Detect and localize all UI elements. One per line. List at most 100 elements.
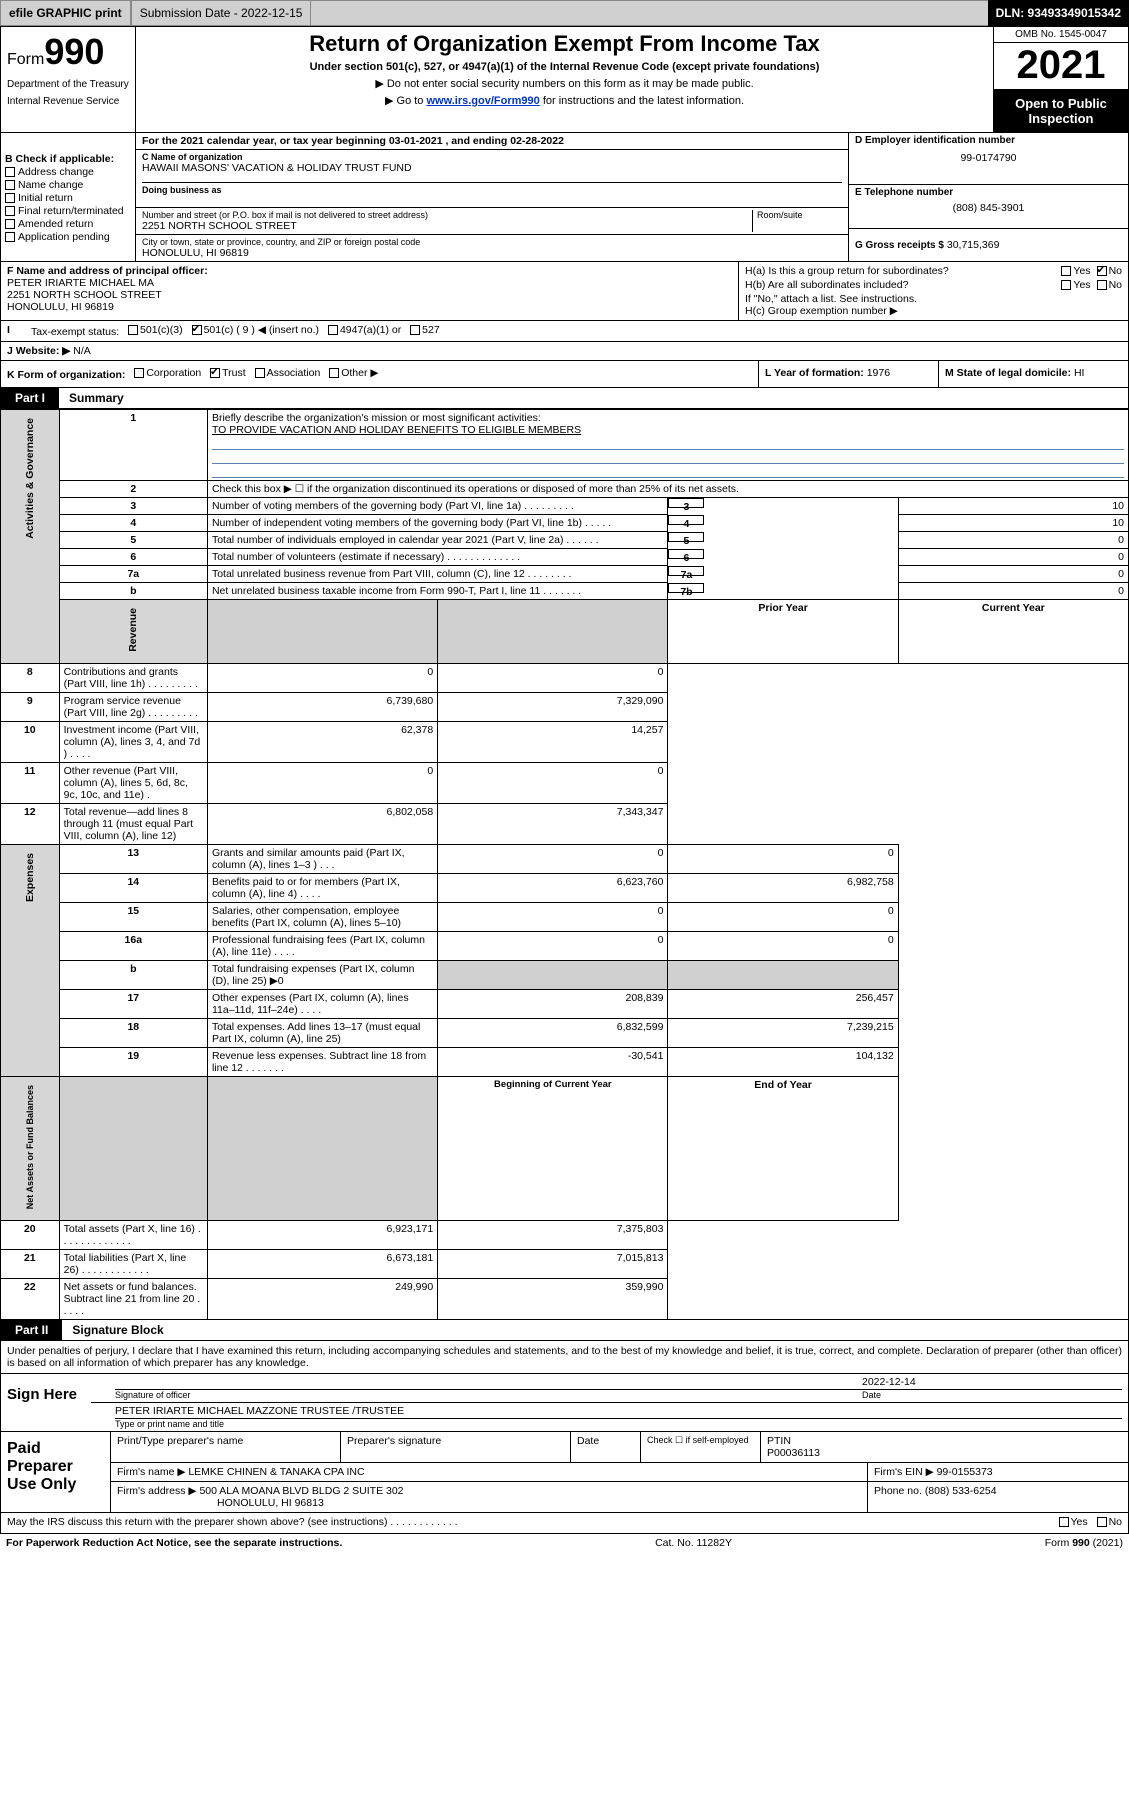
topbar-spacer — [311, 0, 987, 26]
pp-firm-lbl: Firm's name ▶ — [117, 1466, 185, 1478]
dba-lbl: Doing business as — [142, 182, 842, 195]
pp-h4: Check ☐ if self-employed — [641, 1432, 761, 1462]
pp-ein: 99-0155373 — [937, 1466, 993, 1478]
efile-print-button[interactable]: efile GRAPHIC print — [0, 0, 131, 26]
pp-phone-lbl: Phone no. — [874, 1485, 922, 1497]
gov-row: 5Total number of individuals employed in… — [1, 532, 1129, 549]
k-other[interactable]: Other ▶ — [329, 367, 378, 379]
pp-addr1: 500 ALA MOANA BLVD BLDG 2 SUITE 302 — [199, 1485, 403, 1497]
f-lbl: F Name and address of principal officer: — [7, 265, 208, 277]
pp-h2: Preparer's signature — [347, 1435, 564, 1447]
dln-label: DLN: 93493349015342 — [988, 0, 1129, 26]
section-f-h: F Name and address of principal officer:… — [0, 262, 1129, 321]
exp-row: 19Revenue less expenses. Subtract line 1… — [1, 1047, 1129, 1076]
rev-row: 11Other revenue (Part VIII, column (A), … — [1, 762, 1129, 803]
exp-row: 14Benefits paid to or for members (Part … — [1, 873, 1129, 902]
chk-name-change[interactable]: Name change — [5, 179, 131, 191]
room-lbl: Room/suite — [757, 210, 842, 220]
b-label: B Check if applicable: — [5, 153, 131, 165]
sig-date-lbl: Date — [862, 1390, 1122, 1400]
gov-row: bNet unrelated business taxable income f… — [1, 583, 1129, 600]
chk-final-return-lbl: Final return/terminated — [18, 205, 124, 217]
col-b-checks: B Check if applicable: Address change Na… — [1, 133, 136, 261]
rev-row: 8Contributions and grants (Part VIII, li… — [1, 663, 1129, 692]
form-subtitle: Under section 501(c), 527, or 4947(a)(1)… — [142, 61, 987, 73]
omb-number: OMB No. 1545-0047 — [994, 27, 1128, 43]
org-name: HAWAII MASONS' VACATION & HOLIDAY TRUST … — [142, 162, 842, 174]
sig-officer-lbl: Signature of officer — [115, 1390, 862, 1400]
k-assoc[interactable]: Association — [255, 367, 321, 379]
h-block: H(a) Is this a group return for subordin… — [738, 262, 1128, 320]
addr-lbl: Number and street (or P.O. box if mail i… — [142, 210, 752, 220]
chk-address-change[interactable]: Address change — [5, 166, 131, 178]
name-title-val: PETER IRIARTE MICHAEL MAZZONE TRUSTEE /T… — [115, 1405, 1122, 1419]
pp-addr2: HONOLULU, HI 96813 — [217, 1497, 324, 1509]
form-prefix: Form — [7, 51, 44, 68]
sidelabel-net: Net Assets or Fund Balances — [1, 1076, 60, 1220]
sidelabel-rev: Revenue — [59, 600, 207, 664]
org-address: 2251 NORTH SCHOOL STREET — [142, 220, 752, 232]
ha-lbl: H(a) Is this a group return for subordin… — [745, 265, 949, 279]
form-header: Form990 Department of the Treasury Inter… — [0, 26, 1129, 133]
hb-note: If "No," attach a list. See instructions… — [745, 293, 1122, 305]
hb-yes[interactable]: Yes — [1061, 279, 1090, 291]
part1-tag: Part I — [1, 388, 59, 408]
chk-application-pending-lbl: Application pending — [18, 231, 110, 243]
paid-preparer-label: Paid Preparer Use Only — [1, 1432, 111, 1512]
k-trust[interactable]: Trust — [210, 367, 246, 379]
part2-title: Signature Block — [62, 1320, 173, 1340]
exp-row: 17Other expenses (Part IX, column (A), l… — [1, 989, 1129, 1018]
pp-addr-lbl: Firm's address ▶ — [117, 1485, 197, 1497]
chk-initial-return-lbl: Initial return — [18, 192, 73, 204]
section-a-g: B Check if applicable: Address change Na… — [0, 133, 1129, 262]
g-gross-lbl: G Gross receipts $ — [855, 240, 944, 251]
col-d-g: D Employer identification number 99-0174… — [848, 133, 1128, 261]
chk-amended-return[interactable]: Amended return — [5, 218, 131, 230]
i-lbl: Tax-exempt status: — [31, 326, 119, 338]
i-501c[interactable]: 501(c) ( 9 ) ◀ (insert no.) — [192, 324, 319, 336]
ha-yes[interactable]: Yes — [1061, 265, 1090, 277]
l-lbl: L Year of formation: — [765, 367, 864, 379]
exp-row: 16aProfessional fundraising fees (Part I… — [1, 931, 1129, 960]
row-klm: K Form of organization: Corporation Trus… — [0, 361, 1129, 388]
row-tax-status: I Tax-exempt status: 501(c)(3) 501(c) ( … — [0, 321, 1129, 342]
discuss-yes[interactable]: Yes — [1059, 1516, 1088, 1528]
col-current: Current Year — [898, 600, 1128, 664]
header-left: Form990 Department of the Treasury Inter… — [1, 27, 136, 132]
discuss-no[interactable]: No — [1097, 1516, 1122, 1528]
header-mid: Return of Organization Exempt From Incom… — [136, 27, 993, 132]
tax-year-line: For the 2021 calendar year, or tax year … — [136, 133, 848, 150]
gov-row: 4Number of independent voting members of… — [1, 515, 1129, 532]
footer-row: For Paperwork Reduction Act Notice, see … — [0, 1534, 1129, 1552]
e-phone-val: (808) 845-3901 — [855, 202, 1122, 214]
col-boy: Beginning of Current Year — [438, 1076, 668, 1220]
note2-pre: ▶ Go to — [385, 95, 426, 107]
sig-date-val: 2022-12-14 — [862, 1376, 1122, 1390]
top-bar: efile GRAPHIC print Submission Date - 20… — [0, 0, 1129, 26]
org-name-block: C Name of organization HAWAII MASONS' VA… — [136, 150, 848, 207]
hb-no[interactable]: No — [1097, 279, 1122, 291]
d-ein-lbl: D Employer identification number — [855, 135, 1122, 146]
hc-lbl: H(c) Group exemption number ▶ — [745, 305, 1122, 317]
pp-ein-lbl: Firm's EIN ▶ — [874, 1466, 934, 1478]
gov-row: 3Number of voting members of the governi… — [1, 498, 1129, 515]
rev-row: 12Total revenue—add lines 8 through 11 (… — [1, 803, 1129, 844]
chk-final-return[interactable]: Final return/terminated — [5, 205, 131, 217]
m-block: M State of legal domicile: HI — [938, 361, 1128, 387]
note-goto: ▶ Go to www.irs.gov/Form990 for instruct… — [142, 94, 987, 107]
part2-tag: Part II — [1, 1320, 62, 1340]
i-501c3[interactable]: 501(c)(3) — [128, 324, 183, 336]
chk-application-pending[interactable]: Application pending — [5, 231, 131, 243]
exp-row: 15Salaries, other compensation, employee… — [1, 902, 1129, 931]
g-gross-val: 30,715,369 — [947, 239, 1000, 251]
form-no: 990 — [44, 31, 104, 72]
k-corp[interactable]: Corporation — [134, 367, 201, 379]
k-lbl: K Form of organization: — [7, 369, 125, 381]
f-addr1: 2251 NORTH SCHOOL STREET — [7, 289, 162, 301]
i-527[interactable]: 527 — [410, 324, 440, 336]
city-lbl: City or town, state or province, country… — [142, 237, 842, 247]
i-4947[interactable]: 4947(a)(1) or — [328, 324, 401, 336]
ha-no[interactable]: No — [1097, 265, 1122, 277]
chk-initial-return[interactable]: Initial return — [5, 192, 131, 204]
irs-link[interactable]: www.irs.gov/Form990 — [426, 95, 539, 107]
